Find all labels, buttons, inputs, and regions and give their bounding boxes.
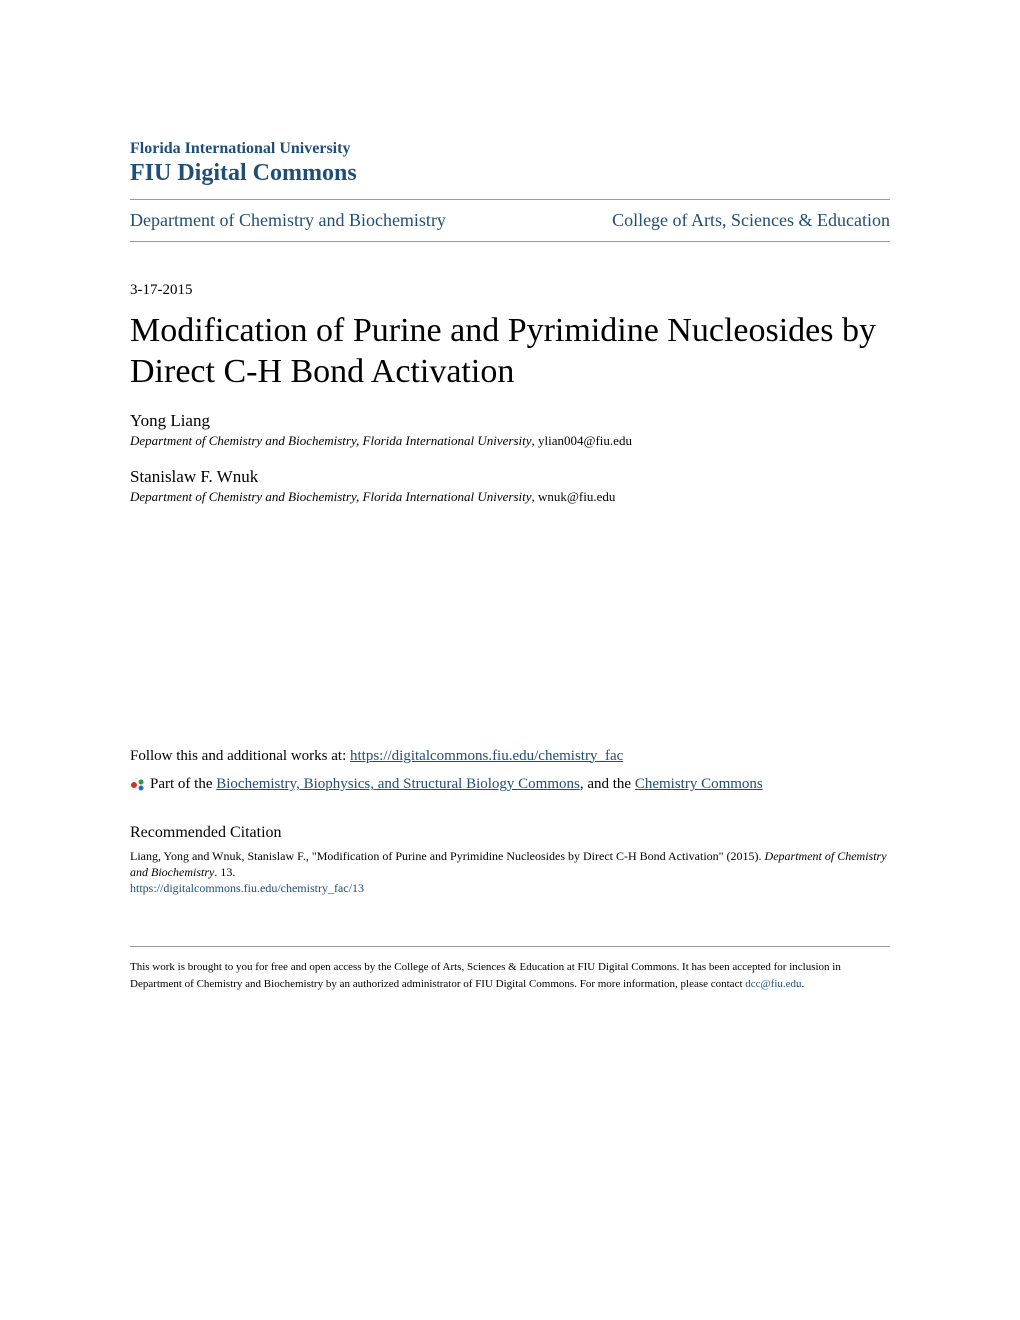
article-title: Modification of Purine and Pyrimidine Nu… (130, 311, 890, 393)
footer-part2: . (802, 978, 805, 990)
author-affiliation: Department of Chemistry and Biochemistry… (130, 489, 890, 505)
department-link[interactable]: Department of Chemistry and Biochemistry (130, 210, 446, 231)
publication-date: 3-17-2015 (130, 282, 890, 299)
follow-section: Follow this and additional works at: htt… (130, 745, 890, 796)
citation-heading: Recommended Citation (130, 824, 890, 842)
mid-text: , and the (580, 776, 635, 792)
institution-name: Florida International University (130, 140, 890, 158)
follow-pretext: Follow this and additional works at: (130, 748, 350, 764)
network-icon (130, 777, 146, 793)
author-email: , wnuk@fiu.edu (532, 489, 616, 504)
commons-link-2[interactable]: Chemistry Commons (635, 776, 763, 792)
divider-bottom (130, 241, 890, 242)
footer-divider (130, 946, 890, 947)
affiliation-text: Department of Chemistry and Biochemistry… (130, 489, 532, 504)
digital-commons-title[interactable]: FIU Digital Commons (130, 160, 890, 187)
citation-section: Recommended Citation Liang, Yong and Wnu… (130, 824, 890, 897)
breadcrumb-nav: Department of Chemistry and Biochemistry… (130, 200, 890, 241)
citation-part2: . 13. (214, 865, 235, 879)
part-of-pretext: Part of the (150, 776, 216, 792)
header-block: Florida International University FIU Dig… (130, 140, 890, 187)
citation-text: Liang, Yong and Wnuk, Stanislaw F., "Mod… (130, 848, 890, 882)
footer-text: This work is brought to you for free and… (130, 959, 890, 992)
follow-url-link[interactable]: https://digitalcommons.fiu.edu/chemistry… (350, 748, 623, 764)
author-affiliation: Department of Chemistry and Biochemistry… (130, 433, 890, 449)
author-name: Yong Liang (130, 411, 890, 431)
affiliation-text: Department of Chemistry and Biochemistry… (130, 433, 532, 448)
author-email: , ylian004@fiu.edu (532, 433, 632, 448)
college-link[interactable]: College of Arts, Sciences & Education (612, 210, 890, 231)
citation-part1: Liang, Yong and Wnuk, Stanislaw F., "Mod… (130, 849, 765, 863)
footer-email-link[interactable]: dcc@fiu.edu (745, 978, 801, 990)
author-name: Stanislaw F. Wnuk (130, 467, 890, 487)
author-block-2: Stanislaw F. Wnuk Department of Chemistr… (130, 467, 890, 505)
footer-part1: This work is brought to you for free and… (130, 961, 841, 990)
part-of-line: Part of the Biochemistry, Biophysics, an… (130, 773, 890, 796)
follow-line: Follow this and additional works at: htt… (130, 745, 890, 768)
author-block-1: Yong Liang Department of Chemistry and B… (130, 411, 890, 449)
citation-link[interactable]: https://digitalcommons.fiu.edu/chemistry… (130, 881, 890, 896)
commons-link-1[interactable]: Biochemistry, Biophysics, and Structural… (216, 776, 580, 792)
